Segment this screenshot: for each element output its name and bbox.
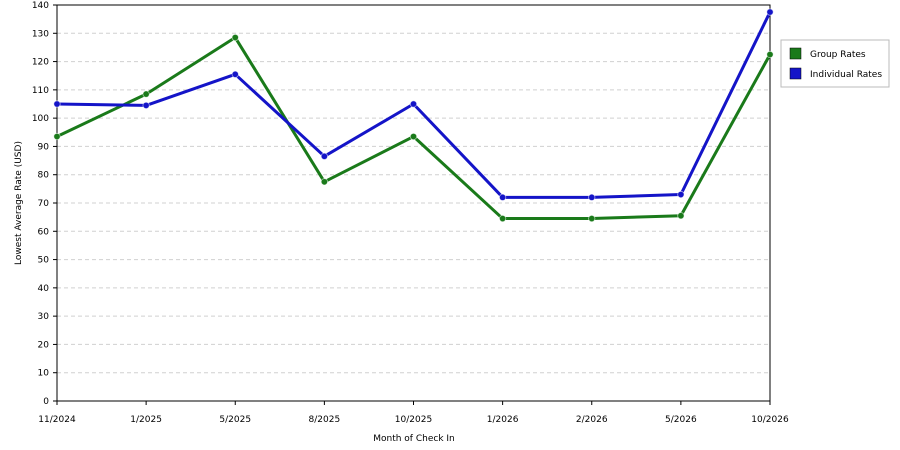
y-axis-ticks: 0 10 20 30 40 50 60 70 80 90 100 110 120 130 140 (32, 1, 57, 407)
data-point-1 (231, 70, 239, 78)
data-point-1 (588, 193, 596, 201)
y-axis-label: Lowest Average Rate (USD) (14, 141, 24, 265)
y-tick-label: 70 (38, 199, 50, 209)
x-tick-label: 1/2025 (130, 415, 162, 425)
y-tick-label: 100 (32, 114, 49, 124)
data-point-0 (588, 214, 596, 223)
x-axis-ticks: 11/2024 1/2025 5/2025 8/2025 10/2025 1/2026 2/… (38, 401, 789, 425)
data-point-0 (53, 132, 61, 141)
y-tick-label: 120 (32, 58, 49, 68)
data-point-0 (677, 212, 685, 220)
legend: Group Rates Individual Rates (780, 39, 890, 88)
y-tick-label: 140 (32, 1, 49, 11)
x-axis-label: Month of Check In (373, 434, 455, 444)
y-tick-label: 10 (38, 369, 50, 379)
data-point-1 (766, 8, 774, 16)
legend-swatch (789, 67, 802, 80)
data-point-1 (499, 193, 507, 201)
y-tick-label: 60 (38, 227, 50, 237)
legend-label: Individual Rates (810, 70, 882, 80)
y-tick-label: 50 (38, 256, 50, 266)
data-point-1 (53, 100, 61, 108)
data-point-0 (320, 178, 328, 186)
y-tick-label: 130 (32, 29, 49, 39)
data-point-1 (677, 190, 685, 199)
x-tick-label: 8/2025 (309, 415, 341, 425)
data-point-0 (766, 50, 774, 59)
data-point-1 (409, 100, 418, 108)
x-tick-label: 5/2025 (219, 415, 251, 425)
data-point-0 (409, 132, 418, 141)
x-tick-label: 2/2026 (576, 415, 608, 425)
y-tick-label: 110 (32, 86, 49, 96)
legend-label: Group Rates (810, 50, 866, 60)
data-point-0 (499, 214, 507, 223)
y-tick-label: 20 (38, 340, 50, 350)
x-tick-label: 11/2024 (38, 415, 76, 425)
series-lines (53, 8, 774, 223)
data-point-0 (231, 33, 239, 42)
data-point-1 (320, 152, 328, 160)
y-tick-label: 30 (38, 312, 50, 322)
x-tick-label: 10/2025 (395, 415, 432, 425)
y-tick-label: 40 (38, 284, 50, 294)
y-tick-label: 80 (38, 171, 50, 181)
y-tick-label: 90 (38, 142, 50, 152)
x-tick-label: 5/2026 (665, 415, 697, 425)
x-tick-label: 1/2026 (487, 415, 519, 425)
data-point-0 (142, 90, 150, 98)
data-point-1 (142, 101, 150, 110)
y-tick-label: 0 (43, 397, 49, 407)
x-tick-label: 10/2026 (751, 415, 789, 425)
legend-swatch (789, 47, 802, 60)
series-line-0 (56, 36, 772, 221)
